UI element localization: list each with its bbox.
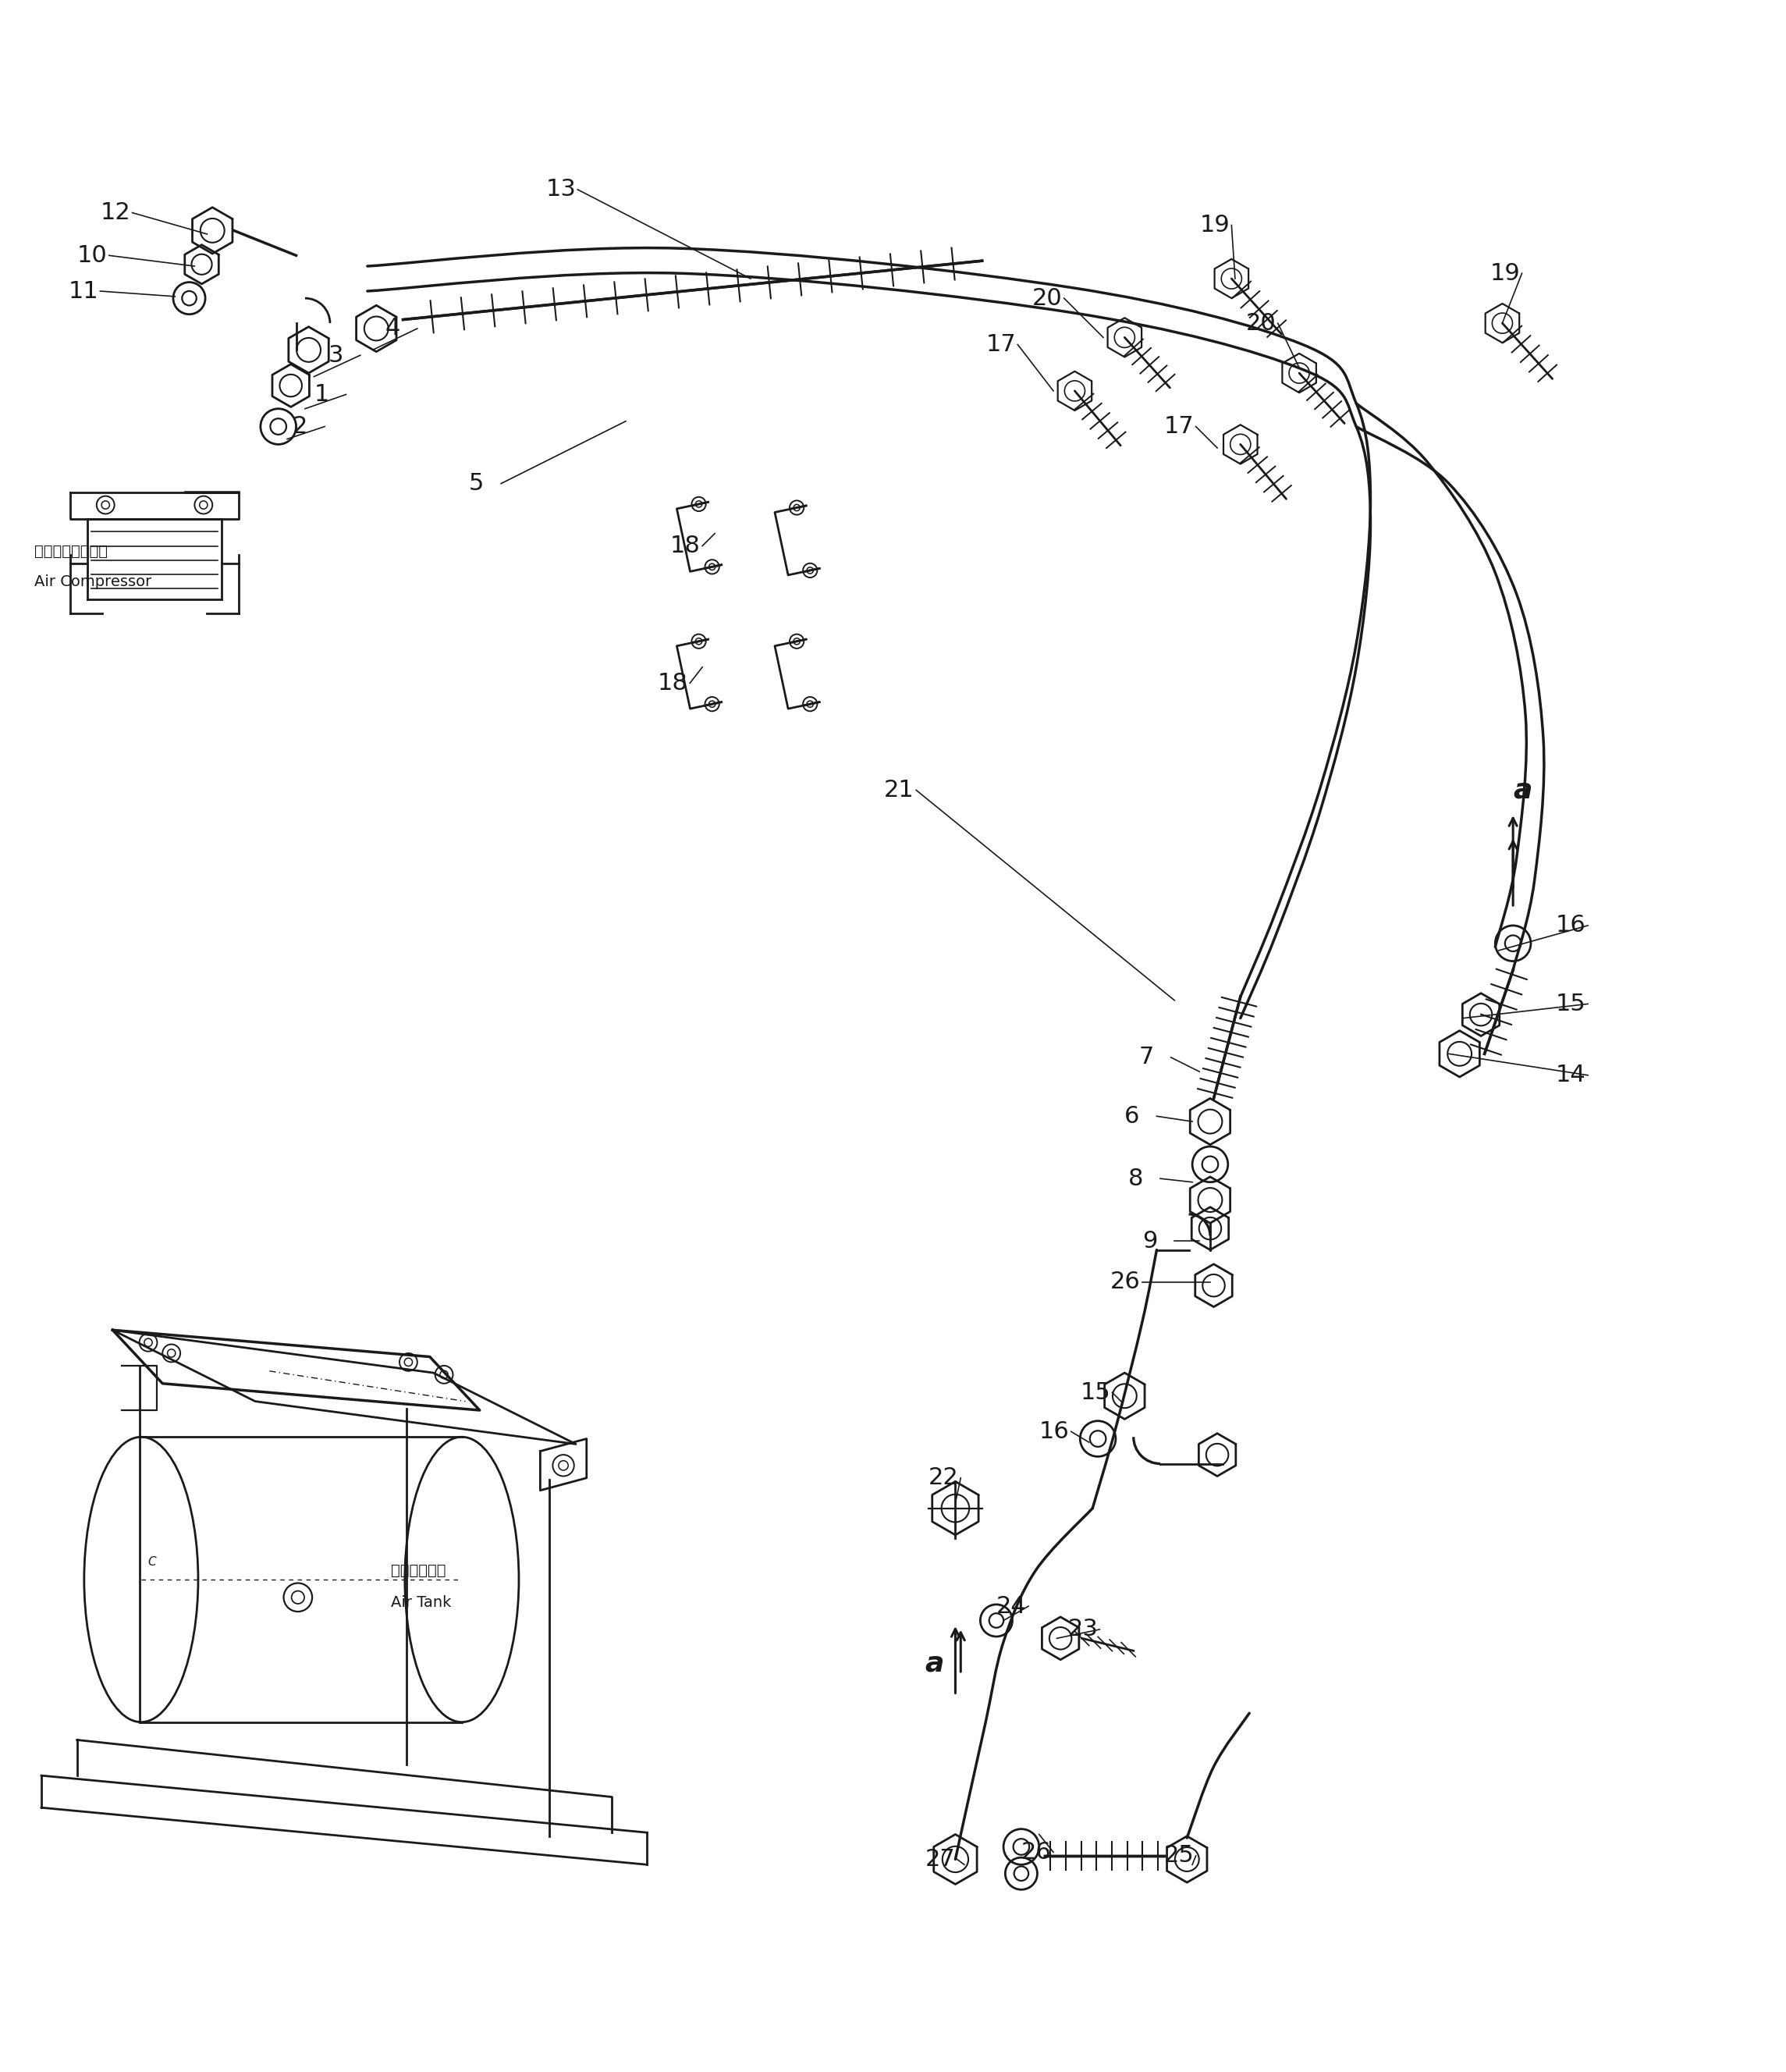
Text: 8: 8: [1129, 1167, 1143, 1189]
Text: 17: 17: [1164, 414, 1195, 437]
Text: 25: 25: [1164, 1844, 1195, 1867]
Text: エアコンプレッサ: エアコンプレッサ: [34, 543, 107, 559]
Text: 27: 27: [925, 1848, 956, 1871]
Text: 15: 15: [1081, 1382, 1111, 1403]
Text: 20: 20: [1247, 313, 1275, 334]
Text: 3: 3: [329, 344, 343, 367]
Text: 10: 10: [77, 244, 107, 267]
Text: 15: 15: [1556, 992, 1586, 1015]
Text: 18: 18: [670, 535, 700, 557]
Text: Air Compressor: Air Compressor: [34, 574, 152, 588]
Text: 26: 26: [1111, 1270, 1141, 1293]
Text: エアータンク: エアータンク: [391, 1562, 445, 1579]
Text: 6: 6: [1125, 1104, 1139, 1127]
Text: 26: 26: [1022, 1840, 1052, 1863]
Text: 12: 12: [100, 201, 130, 224]
Text: 22: 22: [929, 1467, 959, 1490]
Text: 19: 19: [1490, 261, 1520, 284]
Text: 2: 2: [293, 414, 307, 437]
Text: a: a: [925, 1649, 945, 1676]
Text: a: a: [1513, 777, 1532, 804]
Text: 17: 17: [986, 334, 1016, 356]
Text: 19: 19: [1200, 213, 1231, 236]
Text: 5: 5: [470, 472, 484, 495]
Text: 24: 24: [997, 1595, 1027, 1618]
Text: 20: 20: [1032, 286, 1063, 309]
Text: 11: 11: [68, 280, 98, 303]
Text: 9: 9: [1143, 1229, 1157, 1251]
Text: 16: 16: [1556, 914, 1586, 937]
Text: C: C: [148, 1556, 155, 1569]
Text: 21: 21: [884, 779, 914, 802]
Text: 14: 14: [1556, 1063, 1586, 1086]
Text: 13: 13: [545, 178, 575, 201]
Text: 23: 23: [1068, 1618, 1098, 1641]
Text: 16: 16: [1039, 1419, 1070, 1442]
Text: 7: 7: [1139, 1046, 1154, 1069]
Text: 18: 18: [657, 671, 688, 694]
Text: 1: 1: [314, 383, 329, 406]
Text: Air Tank: Air Tank: [391, 1595, 450, 1610]
Text: 4: 4: [386, 317, 400, 340]
